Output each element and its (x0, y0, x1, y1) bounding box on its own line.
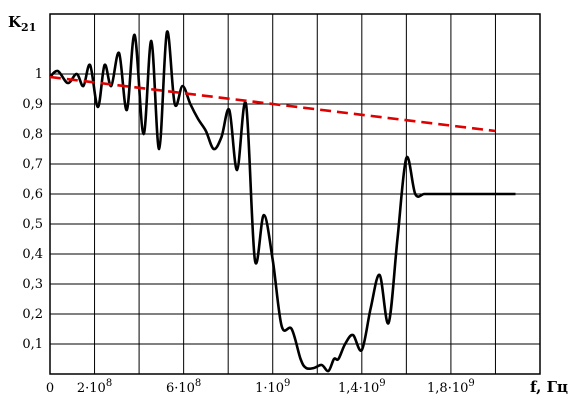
x-tick-exponent: 9 (284, 378, 290, 389)
y-tick-label: 0,9 (22, 97, 43, 112)
x-tick-label: 1,4·109 (338, 378, 386, 396)
plot-border (49, 13, 541, 375)
y-tick-label: 1 (35, 67, 43, 82)
x-tick-exponent: 9 (379, 378, 385, 389)
x-tick-exponent: 9 (468, 378, 474, 389)
x-tick-labels: 0 2·108 6·108 1·109 1,4·109 1,8·109 (46, 378, 475, 396)
x-tick-base: 6·10 (166, 381, 195, 396)
y-tick-label: 0,6 (22, 187, 43, 202)
y-axis-title-subscript: 21 (21, 21, 36, 34)
x-tick-exponent: 8 (195, 378, 201, 389)
x-tick-label: 2·108 (77, 378, 112, 396)
series-layer (49, 30, 516, 373)
y-axis-title: K21 (8, 13, 36, 34)
y-axis-title-base: K (8, 13, 22, 31)
y-tick-label: 0,2 (22, 307, 43, 322)
x-tick-base: 1,8·10 (427, 381, 468, 396)
reference-line (49, 75, 496, 133)
x-tick-label: 1,8·109 (427, 378, 475, 396)
x-tick-label: 1·109 (255, 378, 290, 396)
y-tick-labels: 0,1 0,2 0,3 0,4 0,5 0,6 0,7 0,8 0,9 1 (22, 67, 43, 352)
y-tick-label: 0,7 (22, 157, 43, 172)
x-tick-base: 2·10 (77, 381, 106, 396)
x-tick-base: 1,4·10 (338, 381, 379, 396)
x-tick-base: 1·10 (255, 381, 284, 396)
x-tick-exponent: 8 (106, 378, 112, 389)
y-tick-label: 0,1 (22, 337, 43, 352)
x-tick-base: 0 (46, 381, 54, 396)
y-tick-label: 0,5 (22, 217, 43, 232)
response-curve (49, 30, 516, 373)
x-tick-label: 6·108 (166, 378, 201, 396)
x-axis-title: f, Гц (530, 378, 568, 396)
y-tick-label: 0,8 (22, 127, 43, 142)
y-tick-label: 0,4 (22, 247, 43, 262)
y-tick-label: 0,3 (22, 277, 43, 292)
x-tick-label: 0 (46, 381, 54, 396)
